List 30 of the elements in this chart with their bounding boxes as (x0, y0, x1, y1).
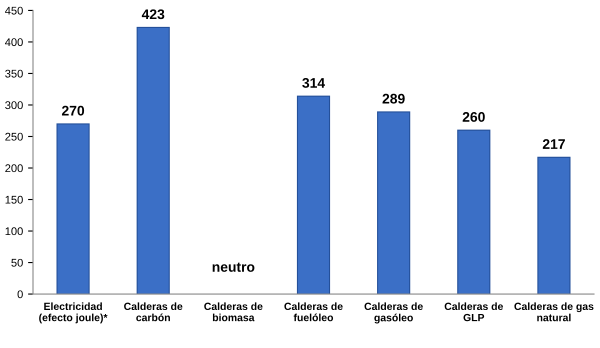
x-tick-label: Calderas de carbón (124, 302, 182, 322)
x-tick-label: Calderas de gas natural (514, 302, 594, 322)
bar (537, 156, 571, 294)
bar (296, 96, 330, 294)
bar (377, 111, 410, 294)
bar (56, 123, 90, 294)
x-tick-label: Electricidad (efecto joule)* (39, 302, 108, 324)
data-label: 217 (542, 139, 565, 149)
y-tick-label: 450 (4, 6, 23, 15)
data-label: 270 (62, 106, 84, 116)
y-tick-label: 0 (18, 290, 23, 298)
x-tick-label: Calderas de biomasa (204, 302, 263, 322)
data-label: 289 (382, 94, 405, 104)
y-tick-label: 300 (5, 101, 23, 110)
y-tick-label: 250 (5, 132, 23, 141)
x-tick-label: Calderas de GLP (444, 302, 503, 322)
text: neutro (212, 262, 254, 272)
y-tick-label: 50 (11, 258, 23, 267)
y-tick-label: 200 (5, 164, 23, 172)
y-tick-label: 100 (6, 227, 23, 236)
y-tick-label: 350 (5, 70, 23, 78)
x-tick-label: Calderas de gasóleo (364, 302, 423, 324)
y-tick-label: 400 (4, 38, 23, 46)
x-tick-label: Calderas de fuelóleo (284, 302, 343, 322)
data-label: 423 (142, 9, 164, 20)
data-label: 260 (462, 112, 485, 122)
bar (136, 26, 170, 294)
y-tick-label: 150 (6, 196, 23, 204)
data-label: 314 (302, 78, 326, 88)
bar (457, 130, 490, 294)
